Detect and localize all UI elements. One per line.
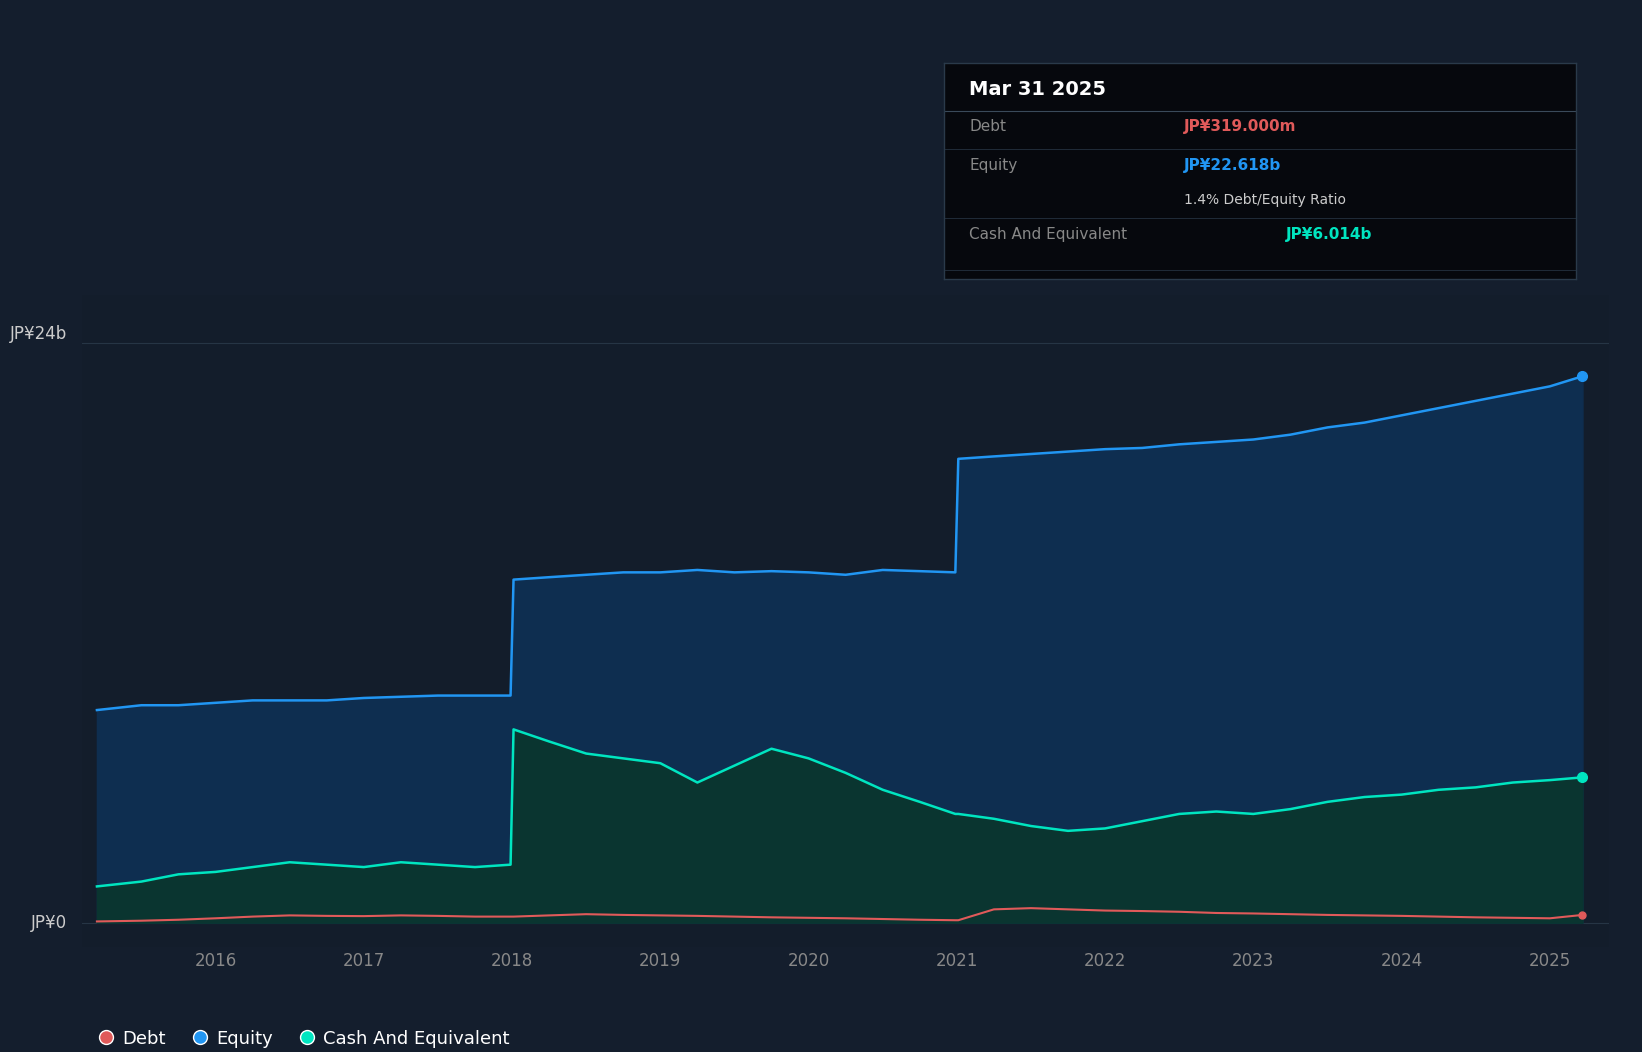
Text: JP¥0: JP¥0	[31, 913, 67, 932]
Legend: Debt, Equity, Cash And Equivalent: Debt, Equity, Cash And Equivalent	[90, 1023, 517, 1052]
Text: Equity: Equity	[969, 158, 1018, 173]
Text: JP¥319.000m: JP¥319.000m	[1184, 119, 1297, 135]
Text: Debt: Debt	[969, 119, 1007, 135]
Text: JP¥6.014b: JP¥6.014b	[1286, 227, 1373, 242]
Text: JP¥22.618b: JP¥22.618b	[1184, 158, 1282, 173]
Text: JP¥24b: JP¥24b	[10, 325, 67, 343]
Text: 1.4% Debt/Equity Ratio: 1.4% Debt/Equity Ratio	[1184, 193, 1346, 206]
Text: Cash And Equivalent: Cash And Equivalent	[969, 227, 1128, 242]
Text: Mar 31 2025: Mar 31 2025	[969, 80, 1107, 99]
